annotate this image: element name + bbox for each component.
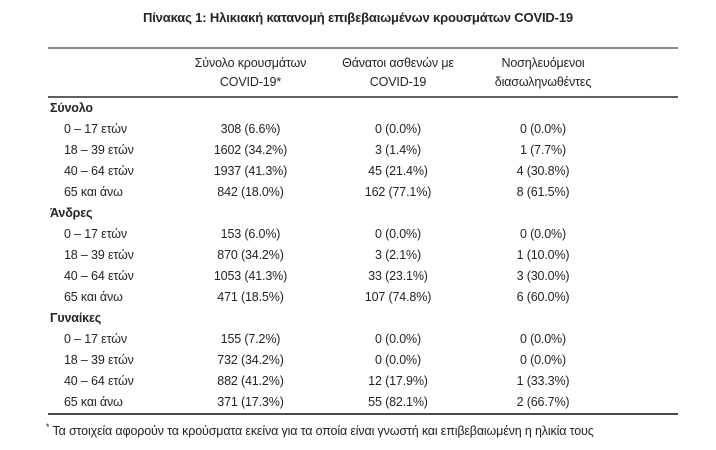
deaths-value: 55 (82.1%) xyxy=(368,395,428,409)
table-row: 0 – 17 ετών 153 (6.0%) 0 (0.0%) 0 (0.0%) xyxy=(48,224,678,245)
table-row: 18 – 39 ετών 732 (34.2%) 0 (0.0%) 0 (0.0… xyxy=(48,350,678,371)
cases-value: 153 (6.0%) xyxy=(220,227,281,241)
header-line: COVID-19* xyxy=(219,75,282,89)
section-label: Γυναίκες xyxy=(50,311,102,325)
cases-value: 1053 (41.3%) xyxy=(213,269,288,283)
cases-value: 870 (34.2%) xyxy=(217,248,284,262)
cases-value: 308 (6.6%) xyxy=(220,122,281,136)
spacer-cell xyxy=(618,224,678,245)
cases-value: 1602 (34.2%) xyxy=(213,143,288,157)
intubated-value: 4 (30.8%) xyxy=(516,164,570,178)
footnote-marker: * xyxy=(46,422,50,432)
age-group-label: 18 – 39 ετών xyxy=(64,353,134,367)
deaths-value: 3 (2.1%) xyxy=(374,248,422,262)
deaths-value: 12 (17.9%) xyxy=(368,374,428,388)
spacer-cell xyxy=(618,287,678,308)
age-group-label: 65 και άνω xyxy=(64,290,123,304)
cases-value: 371 (17.3%) xyxy=(217,395,284,409)
table-row: 65 και άνω 471 (18.5%) 107 (74.8%) 6 (60… xyxy=(48,287,678,308)
section-label: Άνδρες xyxy=(50,206,93,220)
age-group-label: 0 – 17 ετών xyxy=(64,122,127,136)
intubated-value: 6 (60.0%) xyxy=(516,290,570,304)
intubated-value: 8 (61.5%) xyxy=(516,185,570,199)
header-line: Σύνολο κρουσμάτων xyxy=(194,56,307,70)
intubated-value: 3 (30.0%) xyxy=(516,269,570,283)
table-row: 40 – 64 ετών 1937 (41.3%) 45 (21.4%) 4 (… xyxy=(48,161,678,182)
spacer-cell xyxy=(618,329,678,350)
cases-value: 471 (18.5%) xyxy=(217,290,284,304)
table-row: 40 – 64 ετών 1053 (41.3%) 33 (23.1%) 3 (… xyxy=(48,266,678,287)
table-row: 0 – 17 ετών 308 (6.6%) 0 (0.0%) 0 (0.0%) xyxy=(48,119,678,140)
empty-header-cell xyxy=(618,48,678,98)
cases-value: 842 (18.0%) xyxy=(217,185,284,199)
age-group-label: 0 – 17 ετών xyxy=(64,227,127,241)
table-row: 40 – 64 ετών 882 (41.2%) 12 (17.9%) 1 (3… xyxy=(48,371,678,392)
spacer-cell xyxy=(618,245,678,266)
column-header-cases: Σύνολο κρουσμάτων COVID-19* xyxy=(173,48,328,98)
section-header-women: Γυναίκες xyxy=(48,308,678,329)
cases-value: 155 (7.2%) xyxy=(220,332,281,346)
age-group-label: 0 – 17 ετών xyxy=(64,332,127,346)
age-group-label: 18 – 39 ετών xyxy=(64,248,134,262)
page-title: Πίνακας 1: Ηλικιακή κατανομή επιβεβαιωμέ… xyxy=(142,10,574,25)
age-group-label: 40 – 64 ετών xyxy=(64,164,134,178)
deaths-value: 162 (77.1%) xyxy=(364,185,432,199)
deaths-value: 33 (23.1%) xyxy=(368,269,428,283)
deaths-value: 0 (0.0%) xyxy=(374,122,422,136)
cases-value: 732 (34.2%) xyxy=(217,353,284,367)
footnote-text: Τα στοιχεία αφορούν τα κρούσματα εκείνα … xyxy=(49,424,594,439)
intubated-value: 1 (10.0%) xyxy=(516,248,570,262)
empty-header-cell xyxy=(48,48,173,98)
table-row: 18 – 39 ετών 870 (34.2%) 3 (2.1%) 1 (10.… xyxy=(48,245,678,266)
deaths-value: 0 (0.0%) xyxy=(374,353,422,367)
deaths-value: 107 (74.8%) xyxy=(364,290,432,304)
cases-value: 882 (41.2%) xyxy=(217,374,284,388)
intubated-value: 0 (0.0%) xyxy=(519,353,567,367)
intubated-value: 2 (66.7%) xyxy=(516,395,570,409)
cases-value: 1937 (41.3%) xyxy=(213,164,288,178)
spacer-cell xyxy=(618,182,678,203)
spacer-cell xyxy=(618,266,678,287)
age-group-label: 65 και άνω xyxy=(64,395,123,409)
spacer-cell xyxy=(618,140,678,161)
age-group-label: 18 – 39 ετών xyxy=(64,143,134,157)
age-group-label: 40 – 64 ετών xyxy=(64,269,134,283)
table-row: 0 – 17 ετών 155 (7.2%) 0 (0.0%) 0 (0.0%) xyxy=(48,329,678,350)
table-row: 65 και άνω 842 (18.0%) 162 (77.1%) 8 (61… xyxy=(48,182,678,203)
header-line: Θάνατοι ασθενών με xyxy=(342,56,454,70)
deaths-value: 0 (0.0%) xyxy=(374,332,422,346)
table-header: Σύνολο κρουσμάτων COVID-19* Θάνατοι ασθε… xyxy=(48,48,678,98)
header-line: COVID-19 xyxy=(369,75,427,89)
data-table: Σύνολο κρουσμάτων COVID-19* Θάνατοι ασθε… xyxy=(48,47,678,415)
age-group-label: 40 – 64 ετών xyxy=(64,374,134,388)
intubated-value: 0 (0.0%) xyxy=(519,122,567,136)
deaths-value: 3 (1.4%) xyxy=(374,143,422,157)
section-header-men: Άνδρες xyxy=(48,203,678,224)
header-line: Νοσηλευόμενοι xyxy=(501,56,585,70)
table-row: 18 – 39 ετών 1602 (34.2%) 3 (1.4%) 1 (7.… xyxy=(48,140,678,161)
header-row: Σύνολο κρουσμάτων COVID-19* Θάνατοι ασθε… xyxy=(48,48,678,98)
table-row: 65 και άνω 371 (17.3%) 55 (82.1%) 2 (66.… xyxy=(48,392,678,414)
intubated-value: 1 (7.7%) xyxy=(519,143,567,157)
deaths-value: 0 (0.0%) xyxy=(374,227,422,241)
table-body: Σύνολο 0 – 17 ετών 308 (6.6%) 0 (0.0%) 0… xyxy=(48,97,678,414)
spacer-cell xyxy=(618,119,678,140)
column-header-deaths: Θάνατοι ασθενών με COVID-19 xyxy=(328,48,468,98)
intubated-value: 0 (0.0%) xyxy=(519,332,567,346)
spacer-cell xyxy=(618,371,678,392)
deaths-value: 45 (21.4%) xyxy=(368,164,428,178)
spacer-cell xyxy=(618,161,678,182)
section-header-total: Σύνολο xyxy=(48,97,678,119)
intubated-value: 1 (33.3%) xyxy=(516,374,570,388)
header-line: διασωληνωθέντες xyxy=(494,75,592,89)
table-container: Σύνολο κρουσμάτων COVID-19* Θάνατοι ασθε… xyxy=(48,47,678,415)
section-label: Σύνολο xyxy=(50,101,93,115)
spacer-cell xyxy=(618,392,678,414)
column-header-intubated: Νοσηλευόμενοι διασωληνωθέντες xyxy=(468,48,618,98)
age-group-label: 65 και άνω xyxy=(64,185,123,199)
spacer-cell xyxy=(618,350,678,371)
footnote: * Τα στοιχεία αφορούν τα κρούσματα εκείν… xyxy=(46,419,716,439)
intubated-value: 0 (0.0%) xyxy=(519,227,567,241)
